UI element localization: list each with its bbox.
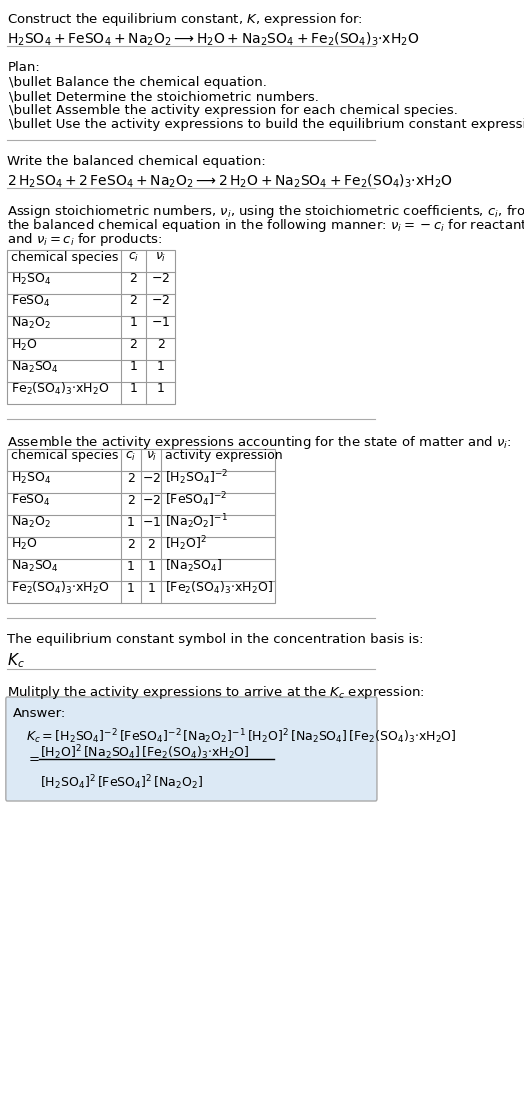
Text: Answer:: Answer:	[13, 707, 67, 720]
Text: 2: 2	[129, 273, 137, 285]
Text: Construct the equilibrium constant, $K$, expression for:: Construct the equilibrium constant, $K$,…	[7, 11, 363, 28]
Text: $\mathrm{H_2SO_4 + FeSO_4 + Na_2O_2 \longrightarrow H_2O + Na_2SO_4 + Fe_2(SO_4): $\mathrm{H_2SO_4 + FeSO_4 + Na_2O_2 \lon…	[7, 31, 420, 48]
Text: $[\mathrm{H_2SO_4}]^2\,[\mathrm{FeSO_4}]^2\,[\mathrm{Na_2O_2}]$: $[\mathrm{H_2SO_4}]^2\,[\mathrm{FeSO_4}]…	[40, 773, 203, 792]
Text: $\mathrm{FeSO_4}$: $\mathrm{FeSO_4}$	[11, 294, 51, 308]
Text: 1: 1	[129, 360, 137, 373]
Text: Assign stoichiometric numbers, $\nu_i$, using the stoichiometric coefficients, $: Assign stoichiometric numbers, $\nu_i$, …	[7, 203, 524, 220]
Text: $\nu_i$: $\nu_i$	[155, 250, 167, 263]
Text: 1: 1	[147, 581, 155, 595]
Text: $K_c$: $K_c$	[7, 651, 25, 669]
Text: 1: 1	[157, 382, 165, 395]
Text: \bullet Determine the stoichiometric numbers.: \bullet Determine the stoichiometric num…	[9, 90, 319, 103]
Text: $[\mathrm{FeSO_4}]^{-2}$: $[\mathrm{FeSO_4}]^{-2}$	[165, 491, 227, 510]
Text: $[\mathrm{Fe_2(SO_4)_3{\cdot}xH_2O}]$: $[\mathrm{Fe_2(SO_4)_3{\cdot}xH_2O}]$	[165, 580, 273, 596]
Text: $\mathrm{H_2SO_4}$: $\mathrm{H_2SO_4}$	[11, 272, 51, 286]
Text: $-2$: $-2$	[141, 471, 161, 484]
Text: $c_i$: $c_i$	[128, 250, 139, 263]
Text: chemical species: chemical species	[11, 251, 118, 263]
Text: the balanced chemical equation in the following manner: $\nu_i = -c_i$ for react: the balanced chemical equation in the fo…	[7, 217, 524, 235]
Text: $=$: $=$	[26, 751, 40, 764]
Text: $\mathrm{Na_2SO_4}$: $\mathrm{Na_2SO_4}$	[11, 359, 59, 374]
Text: $K_c = [\mathrm{H_2SO_4}]^{-2}\,[\mathrm{FeSO_4}]^{-2}\,[\mathrm{Na_2O_2}]^{-1}\: $K_c = [\mathrm{H_2SO_4}]^{-2}\,[\mathrm…	[26, 727, 456, 745]
Text: $[\mathrm{H_2SO_4}]^{-2}$: $[\mathrm{H_2SO_4}]^{-2}$	[165, 469, 228, 488]
Text: activity expression: activity expression	[165, 449, 283, 462]
Text: 2: 2	[127, 537, 135, 550]
Text: $\mathrm{Na_2O_2}$: $\mathrm{Na_2O_2}$	[11, 514, 51, 530]
Text: The equilibrium constant symbol in the concentration basis is:: The equilibrium constant symbol in the c…	[7, 633, 424, 646]
Text: 2: 2	[127, 471, 135, 484]
Text: $-1$: $-1$	[141, 515, 161, 528]
Text: 2: 2	[129, 294, 137, 307]
Text: \bullet Balance the chemical equation.: \bullet Balance the chemical equation.	[9, 76, 267, 89]
Text: 1: 1	[127, 559, 135, 573]
Text: Assemble the activity expressions accounting for the state of matter and $\nu_i$: Assemble the activity expressions accoun…	[7, 434, 512, 451]
Text: $[\mathrm{H_2O}]^2$: $[\mathrm{H_2O}]^2$	[165, 535, 207, 554]
Text: $c_i$: $c_i$	[125, 449, 136, 462]
Text: $-2$: $-2$	[151, 273, 170, 285]
Text: 2: 2	[127, 493, 135, 506]
Text: 1: 1	[127, 515, 135, 528]
Text: $-2$: $-2$	[141, 493, 161, 506]
Text: $\mathrm{Fe_2(SO_4)_3{\cdot}xH_2O}$: $\mathrm{Fe_2(SO_4)_3{\cdot}xH_2O}$	[11, 580, 110, 596]
Text: $\mathrm{FeSO_4}$: $\mathrm{FeSO_4}$	[11, 492, 51, 508]
Text: $[\mathrm{H_2O}]^2\,[\mathrm{Na_2SO_4}]\,[\mathrm{Fe_2(SO_4)_3{\cdot}xH_2O}]$: $[\mathrm{H_2O}]^2\,[\mathrm{Na_2SO_4}]\…	[40, 743, 250, 762]
Text: \bullet Use the activity expressions to build the equilibrium constant expressio: \bullet Use the activity expressions to …	[9, 118, 524, 131]
Text: Mulitply the activity expressions to arrive at the $K_c$ expression:: Mulitply the activity expressions to arr…	[7, 684, 425, 701]
Text: $\mathrm{Fe_2(SO_4)_3{\cdot}xH_2O}$: $\mathrm{Fe_2(SO_4)_3{\cdot}xH_2O}$	[11, 381, 110, 397]
Text: $\mathrm{H_2O}$: $\mathrm{H_2O}$	[11, 337, 38, 352]
Text: $[\mathrm{Na_2SO_4}]$: $[\mathrm{Na_2SO_4}]$	[165, 558, 223, 574]
FancyBboxPatch shape	[6, 697, 377, 802]
Text: 1: 1	[129, 382, 137, 395]
Text: chemical species: chemical species	[11, 449, 118, 462]
Text: $-1$: $-1$	[151, 316, 170, 329]
Text: 2: 2	[129, 338, 137, 351]
Bar	[7, 250, 176, 404]
Text: 1: 1	[127, 581, 135, 595]
Text: $\mathrm{H_2SO_4}$: $\mathrm{H_2SO_4}$	[11, 470, 51, 486]
Text: and $\nu_i = c_i$ for products:: and $\nu_i = c_i$ for products:	[7, 231, 163, 248]
Text: $[\mathrm{Na_2O_2}]^{-1}$: $[\mathrm{Na_2O_2}]^{-1}$	[165, 513, 228, 532]
Bar	[7, 449, 275, 603]
Text: $\mathrm{Na_2SO_4}$: $\mathrm{Na_2SO_4}$	[11, 558, 59, 574]
Text: Write the balanced chemical equation:: Write the balanced chemical equation:	[7, 155, 266, 168]
Text: $-2$: $-2$	[151, 294, 170, 307]
Text: 1: 1	[129, 316, 137, 329]
Text: 1: 1	[157, 360, 165, 373]
Text: 1: 1	[147, 559, 155, 573]
Text: $\nu_i$: $\nu_i$	[146, 449, 157, 462]
Text: $\mathrm{H_2O}$: $\mathrm{H_2O}$	[11, 536, 38, 552]
Text: \bullet Assemble the activity expression for each chemical species.: \bullet Assemble the activity expression…	[9, 103, 457, 117]
Text: 2: 2	[147, 537, 155, 550]
Text: $\mathrm{Na_2O_2}$: $\mathrm{Na_2O_2}$	[11, 316, 51, 330]
Text: 2: 2	[157, 338, 165, 351]
Text: Plan:: Plan:	[7, 61, 40, 74]
Text: $\mathrm{2\,H_2SO_4 + 2\,FeSO_4 + Na_2O_2 \longrightarrow 2\,H_2O + Na_2SO_4 + F: $\mathrm{2\,H_2SO_4 + 2\,FeSO_4 + Na_2O_…	[7, 173, 453, 190]
